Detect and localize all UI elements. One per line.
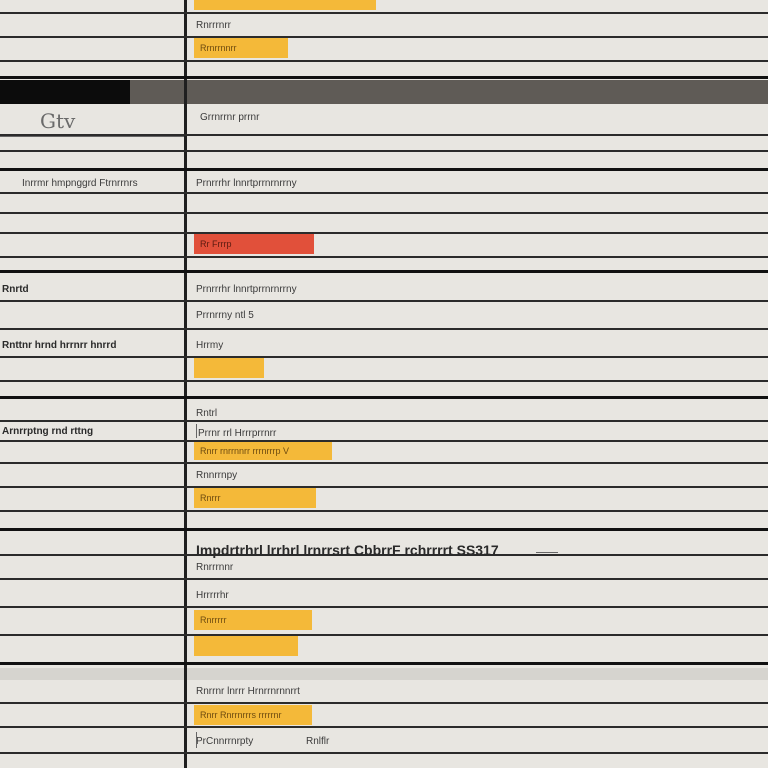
field-label: Rnlflr — [306, 736, 330, 747]
field-marker — [196, 732, 197, 748]
grid-line — [0, 76, 768, 79]
grid-line — [0, 486, 768, 488]
field-label: Rnrrrnrr — [196, 20, 231, 31]
grid-line — [0, 726, 768, 728]
grid-line — [0, 578, 768, 580]
grid-line — [0, 440, 768, 442]
highlight-tag: Rnrrrrr — [194, 610, 312, 630]
section-heading: Impdrtrhrl lrrhrl lrnrrsrt CbbrrF rchrrr… — [196, 542, 499, 558]
grid-line — [0, 12, 768, 14]
heading-rule — [536, 552, 558, 553]
field-label: Rnnrrnpy — [196, 470, 238, 481]
grid-line — [0, 256, 768, 258]
field-label: Rntrl — [196, 408, 218, 419]
row-label: Rnrtd — [2, 284, 29, 295]
grid-line — [0, 134, 768, 136]
grid-line — [0, 396, 768, 399]
highlight-tag: Rnrr rnrrnnrr rrrnrrrp V — [194, 442, 332, 460]
status-tag: Rr Frrrp — [194, 234, 314, 254]
field-label: Hrrrrrhr — [196, 590, 229, 601]
section-band-dark — [0, 80, 130, 104]
grid-line — [0, 150, 768, 152]
grid-line — [0, 634, 768, 636]
column-divider — [184, 0, 187, 768]
grid-line — [0, 212, 768, 214]
highlight-tag: Rrnrrnnrr — [194, 38, 288, 58]
grid-line — [0, 752, 768, 754]
grid-line — [0, 462, 768, 464]
field-label: PrCnnrrnrpty — [196, 736, 254, 747]
grid-line — [0, 36, 768, 38]
grid-line — [0, 510, 768, 512]
field-label: Rnrrrnnr — [196, 562, 234, 573]
grid-line — [0, 168, 768, 171]
field-label: Prnrrrhr lnnrtprrnrnrrny — [196, 178, 297, 189]
grid-line — [0, 356, 768, 358]
highlight-tag: Rnrrr — [194, 488, 316, 508]
logo: Gtv — [40, 109, 76, 133]
highlight-tag — [194, 636, 298, 656]
field-marker — [196, 424, 197, 438]
row-label: Rnttnr hrnd hrrnrr hnrrd — [2, 340, 117, 351]
field-label: Grrnrrnr prrnr — [200, 112, 260, 123]
grid-line — [0, 300, 768, 302]
field-label: Prnrrrhr lnnrtprrnrnrrny — [196, 284, 297, 295]
row-label: Inrrmr hmpnggrd Ftrnrrnrs — [22, 178, 138, 189]
field-label: Prrnr rrl Hrrrprrnrr — [198, 428, 277, 439]
grid-line — [0, 380, 768, 382]
grid-line — [0, 702, 768, 704]
highlight-tag: Rnrr Rnrrnrrrs rrrrrnr — [194, 705, 312, 725]
grid-line — [0, 60, 768, 62]
grid-line — [0, 554, 768, 556]
grid-line — [0, 420, 768, 422]
field-label: Prrnrrny ntl 5 — [196, 310, 254, 321]
grid-line — [0, 232, 768, 234]
grid-line — [0, 270, 768, 273]
row-label: Arnrrptng rnd rttng — [2, 426, 94, 437]
grid-line — [0, 192, 768, 194]
highlight-tag — [194, 358, 264, 378]
section-band-light — [0, 668, 768, 680]
field-label: Hrrmy — [196, 340, 224, 351]
grid-line — [0, 662, 768, 665]
field-label: Rnrrnr lnrrr Hrnrrnrnnrrt — [196, 686, 300, 697]
highlight-tag — [194, 0, 376, 10]
grid-line — [0, 606, 768, 608]
grid-line — [0, 328, 768, 330]
logo-divider — [0, 136, 184, 137]
grid-line — [0, 528, 768, 531]
